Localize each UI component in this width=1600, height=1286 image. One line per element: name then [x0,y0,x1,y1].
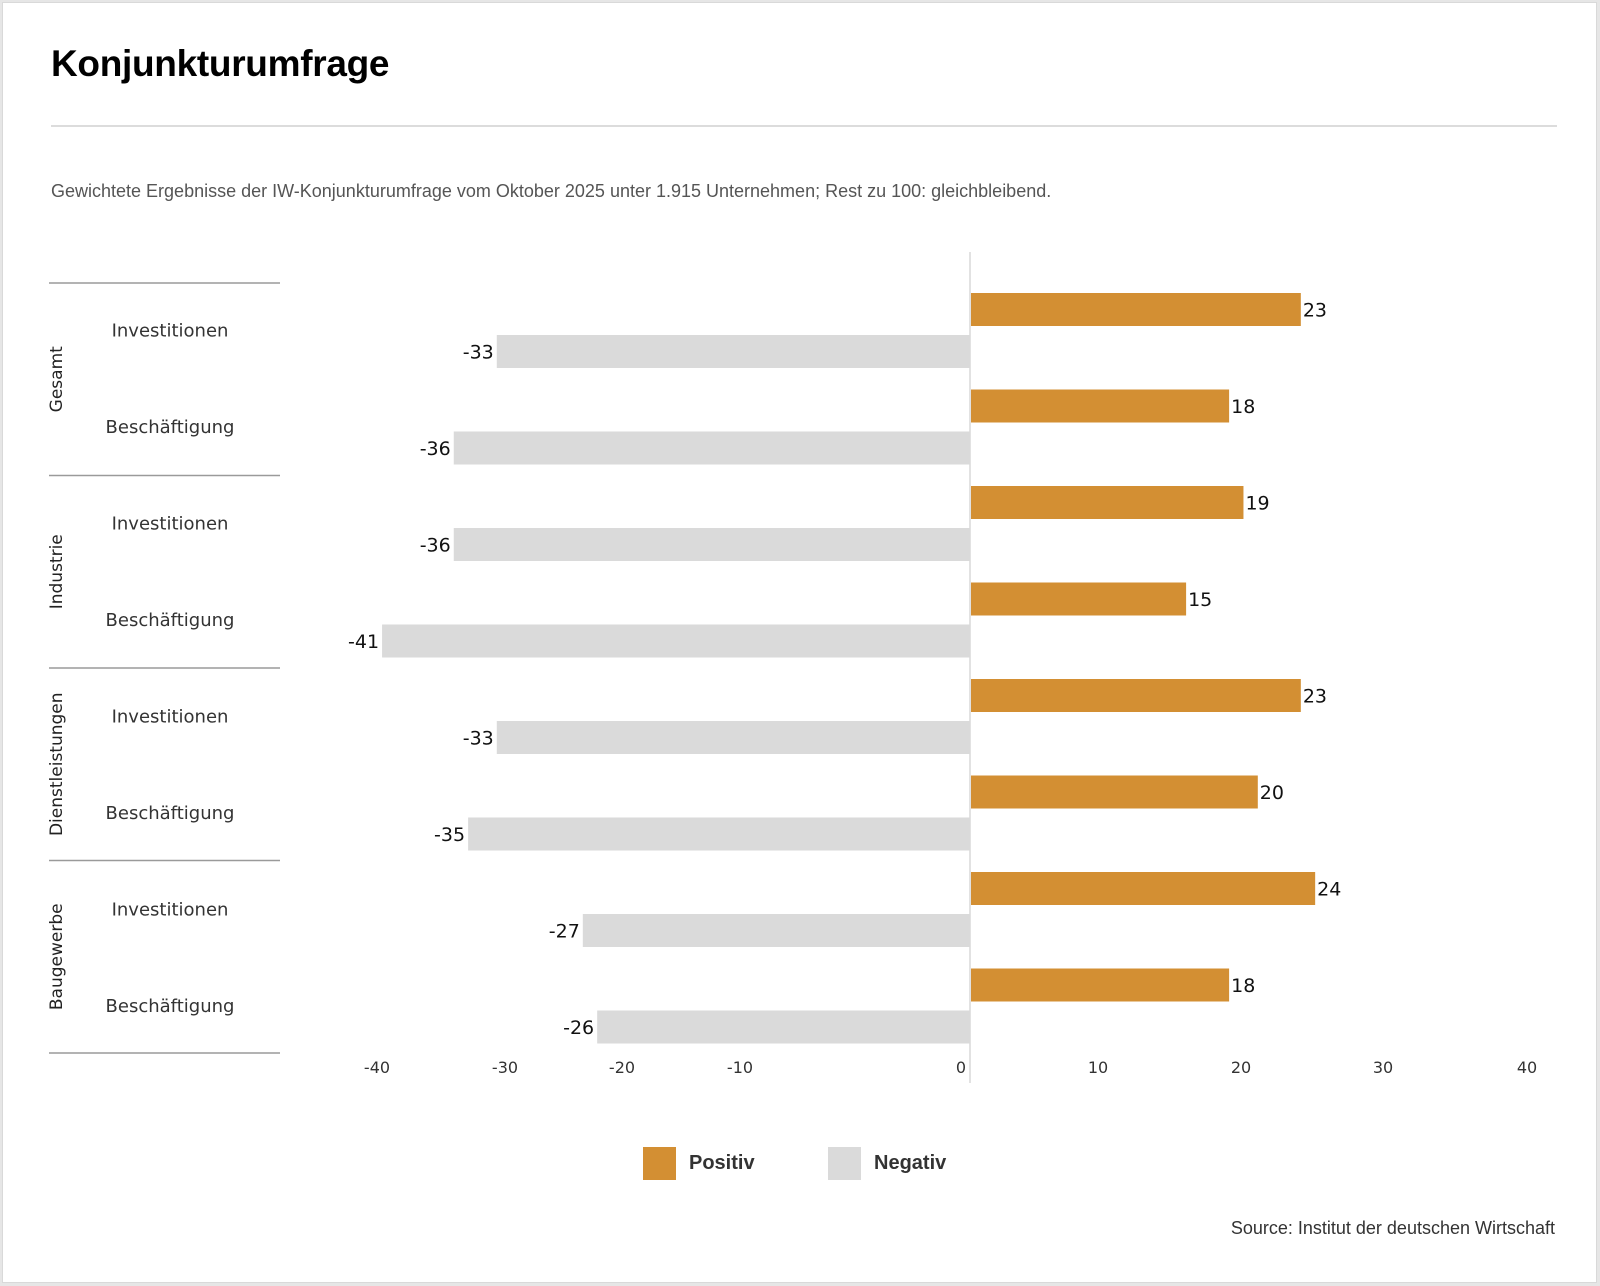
value-label-negativ: -27 [549,921,580,943]
value-label-positiv: 23 [1303,686,1327,708]
bar-negativ [453,431,970,465]
bar-negativ [468,817,970,851]
bar-positiv [971,775,1258,809]
bar-negativ [597,1010,970,1044]
bar-positiv [971,968,1230,1002]
value-label-negativ: -26 [563,1017,594,1039]
bar-positiv [971,679,1301,712]
bar-positiv [971,389,1230,423]
bar-negativ [496,721,970,754]
value-label-negativ: -33 [463,728,494,750]
x-tick-label: -40 [364,1058,390,1077]
value-label-positiv: 18 [1231,975,1255,997]
x-tick-label: 40 [1517,1058,1537,1077]
row-label: Investitionen [112,514,229,535]
x-tick-label: 10 [1088,1058,1108,1077]
value-label-positiv: 23 [1303,300,1327,322]
x-tick-label: -10 [727,1058,753,1077]
bar-positiv [971,872,1316,905]
bar-positiv [971,293,1301,326]
bar-positiv [971,582,1187,616]
x-tick-label: 30 [1373,1058,1393,1077]
group-label: Baugewerbe [47,903,67,1010]
group-label: Gesamt [47,346,67,412]
row-label: Beschäftigung [106,996,235,1017]
legend-swatch-negativ [828,1147,861,1180]
x-tick-label: -20 [609,1058,635,1077]
row-label: Beschäftigung [106,610,235,631]
bar-positiv [971,486,1244,519]
chart-title: Konjunkturumfrage [51,43,390,84]
group-label: Industrie [47,534,67,609]
value-label-positiv: 15 [1188,589,1212,611]
source-note: Source: Institut der deutschen Wirtschaf… [1230,1218,1555,1238]
row-label: Beschäftigung [106,417,235,438]
value-label-negativ: -41 [348,631,379,653]
legend-swatch-positiv [643,1147,676,1180]
legend-item-positiv[interactable]: Positiv [643,1147,755,1180]
row-label: Investitionen [112,707,229,728]
value-label-positiv: 24 [1317,879,1341,901]
row-label: Investitionen [112,900,229,921]
x-tick-label: 0 [956,1058,966,1077]
value-label-positiv: 20 [1260,782,1284,804]
bar-negativ [496,335,970,368]
legend-label-positiv: Positiv [689,1152,755,1174]
value-label-negativ: -36 [420,438,451,460]
value-label-negativ: -35 [434,824,465,846]
value-label-positiv: 19 [1245,493,1269,515]
legend-label-negativ: Negativ [874,1152,947,1174]
x-tick-label: -30 [492,1058,518,1077]
bar-negativ [453,528,970,561]
group-label: Dienstleistungen [47,692,67,836]
row-label: Beschäftigung [106,803,235,824]
value-label-negativ: -33 [463,342,494,364]
row-label: Investitionen [112,321,229,342]
legend-item-negativ[interactable]: Negativ [828,1147,946,1180]
bar-negativ [582,914,970,947]
value-label-negativ: -36 [420,535,451,557]
x-tick-label: 20 [1231,1058,1251,1077]
bar-negativ [382,624,970,658]
chart-subtitle: Gewichtete Ergebnisse der IW-Konjunkturu… [51,181,1052,201]
value-label-positiv: 18 [1231,396,1255,418]
title-divider [51,125,1557,127]
